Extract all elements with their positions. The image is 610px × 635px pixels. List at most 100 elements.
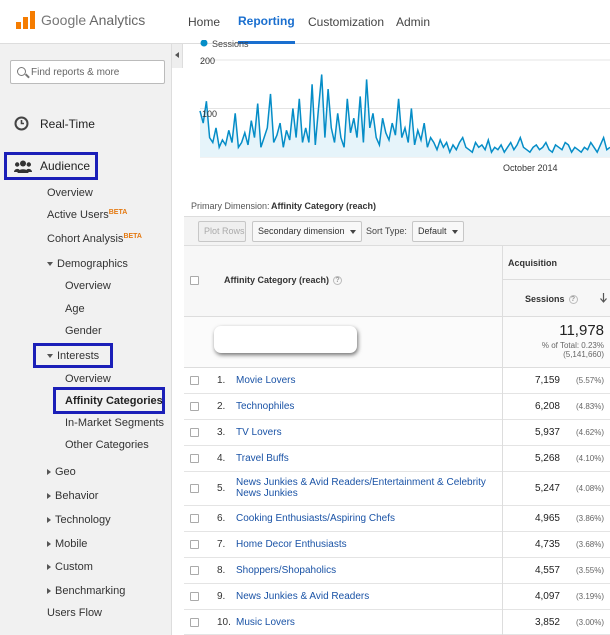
row-sessions-value: 7,159 bbox=[534, 375, 560, 386]
chevron-down-icon bbox=[452, 230, 458, 234]
google-analytics-logo[interactable]: Google Analytics bbox=[16, 8, 145, 32]
total-sessions-value: 11,978 bbox=[559, 322, 604, 339]
top-bar: Google Analytics Home Reporting Customiz… bbox=[0, 0, 610, 44]
select-all-checkbox[interactable] bbox=[190, 276, 199, 285]
users-icon bbox=[14, 160, 32, 173]
redacted-box bbox=[214, 326, 357, 353]
expand-down-icon bbox=[47, 262, 53, 267]
row-checkbox[interactable] bbox=[190, 402, 199, 411]
sidebar-item-interests-overview[interactable]: Overview bbox=[65, 373, 111, 385]
row-checkbox[interactable] bbox=[190, 454, 199, 463]
header-divider bbox=[502, 279, 610, 280]
expand-right-icon bbox=[47, 541, 51, 548]
sort-type-dropdown[interactable]: Default bbox=[412, 221, 464, 242]
row-sessions-percent: (4.10%) bbox=[575, 454, 604, 463]
column-divider bbox=[502, 420, 503, 446]
sidebar-item-cohort-analysis[interactable]: Cohort AnalysisBETA bbox=[47, 233, 142, 245]
nav-reporting[interactable]: Reporting bbox=[238, 0, 295, 44]
row-checkbox[interactable] bbox=[190, 376, 199, 385]
row-category-link[interactable]: TV Lovers bbox=[236, 427, 282, 438]
sidebar-item-users-flow[interactable]: Users Flow bbox=[47, 607, 103, 619]
primary-dimension-label: Primary Dimension: bbox=[191, 201, 270, 211]
sidebar-item-in-market-segments[interactable]: In-Market Segments bbox=[65, 417, 165, 429]
sidebar-item-realtime[interactable]: Real-Time bbox=[14, 116, 95, 131]
primary-dimension-value[interactable]: Affinity Category (reach) bbox=[271, 201, 377, 211]
column-divider bbox=[502, 584, 503, 610]
sessions-area bbox=[200, 74, 610, 157]
table-controls: Plot Rows Secondary dimension Sort Type:… bbox=[184, 216, 610, 246]
nav-customization[interactable]: Customization bbox=[308, 15, 385, 29]
collapse-sidebar-button[interactable] bbox=[172, 44, 183, 68]
expand-right-icon bbox=[47, 469, 51, 476]
table-row: 10. Music Lovers 3,852 (3.00%) bbox=[184, 610, 610, 635]
sort-descending-icon[interactable] bbox=[600, 293, 607, 303]
table-row: 4. Travel Buffs 5,268 (4.10%) bbox=[184, 446, 610, 472]
row-sessions-value: 5,937 bbox=[534, 427, 560, 438]
row-checkbox[interactable] bbox=[190, 592, 199, 601]
sidebar-item-benchmarking[interactable]: Benchmarking bbox=[47, 585, 125, 597]
sidebar-item-other-categories[interactable]: Other Categories bbox=[65, 439, 149, 451]
sidebar-item-affinity-categories[interactable]: Affinity Categories bbox=[65, 395, 163, 407]
plot-rows-button[interactable]: Plot Rows bbox=[198, 221, 246, 242]
sidebar-item-gender[interactable]: Gender bbox=[65, 325, 102, 337]
row-sessions-percent: (3.55%) bbox=[575, 566, 604, 575]
row-sessions-value: 5,247 bbox=[534, 483, 560, 494]
row-checkbox[interactable] bbox=[190, 566, 199, 575]
nav-home[interactable]: Home bbox=[188, 15, 221, 29]
sidebar-item-demographics[interactable]: Demographics bbox=[47, 258, 128, 270]
row-category-link[interactable]: Music Lovers bbox=[236, 616, 295, 628]
row-number: 3. bbox=[217, 427, 226, 438]
row-category-link[interactable]: Movie Lovers bbox=[236, 375, 296, 386]
sidebar-item-interests[interactable]: Interests bbox=[47, 350, 99, 362]
total-of: (5,141,660) bbox=[563, 350, 604, 359]
sidebar-item-technology[interactable]: Technology bbox=[47, 514, 111, 526]
row-category-link[interactable]: Home Decor Enthusiasts bbox=[236, 539, 347, 550]
nav-admin[interactable]: Admin bbox=[396, 15, 431, 29]
search-box[interactable] bbox=[10, 60, 165, 84]
column-header-dimension[interactable]: Affinity Category (reach)? bbox=[224, 275, 343, 286]
sidebar-item-mobile[interactable]: Mobile bbox=[47, 538, 87, 550]
row-sessions-value: 4,735 bbox=[534, 539, 560, 550]
table-row: 5. News Junkies & Avid Readers/Entertainm… bbox=[184, 472, 610, 506]
sidebar-item-age[interactable]: Age bbox=[65, 303, 85, 315]
sidebar-item-geo[interactable]: Geo bbox=[47, 466, 76, 478]
expand-down-icon bbox=[47, 354, 53, 359]
column-divider bbox=[502, 558, 503, 584]
table-row: 7. Home Decor Enthusiasts 4,735 (3.68%) bbox=[184, 532, 610, 558]
column-divider bbox=[502, 472, 503, 506]
row-number: 10. bbox=[217, 616, 231, 628]
row-checkbox[interactable] bbox=[190, 540, 199, 549]
sidebar-item-behavior[interactable]: Behavior bbox=[47, 490, 98, 502]
row-category-link[interactable]: Technophiles bbox=[236, 401, 295, 412]
row-sessions-value: 4,097 bbox=[534, 591, 560, 602]
help-icon[interactable]: ? bbox=[568, 295, 578, 305]
sidebar-item-audience[interactable]: Audience bbox=[14, 159, 90, 173]
clock-icon bbox=[14, 116, 29, 131]
search-input[interactable] bbox=[31, 64, 159, 80]
sort-type-label: Sort Type: bbox=[366, 226, 407, 236]
row-checkbox[interactable] bbox=[190, 484, 199, 493]
expand-right-icon bbox=[47, 564, 51, 571]
row-sessions-value: 4,557 bbox=[534, 565, 560, 576]
row-category-link[interactable]: News Junkies & Avid Readers/Entertainmen… bbox=[236, 477, 486, 499]
row-checkbox[interactable] bbox=[190, 428, 199, 437]
sidebar-item-overview[interactable]: Overview bbox=[47, 187, 93, 199]
row-category-link[interactable]: News Junkies & Avid Readers bbox=[236, 591, 370, 602]
affinity-highlight bbox=[53, 387, 165, 414]
sidebar-item-custom[interactable]: Custom bbox=[47, 561, 93, 573]
column-header-sessions[interactable]: Sessions? bbox=[525, 294, 578, 305]
row-number: 1. bbox=[217, 375, 226, 386]
row-category-link[interactable]: Cooking Enthusiasts/Aspiring Chefs bbox=[236, 513, 395, 524]
row-checkbox[interactable] bbox=[190, 617, 199, 627]
sidebar-item-active-users[interactable]: Active UsersBETA bbox=[47, 209, 128, 221]
expand-right-icon bbox=[47, 493, 51, 500]
row-category-link[interactable]: Travel Buffs bbox=[236, 453, 289, 464]
y-tick-label: 100 bbox=[202, 109, 217, 119]
row-category-link[interactable]: Shoppers/Shopaholics bbox=[236, 565, 337, 576]
help-icon[interactable]: ? bbox=[333, 276, 343, 286]
row-number: 5. bbox=[217, 483, 226, 494]
secondary-dimension-dropdown[interactable]: Secondary dimension bbox=[252, 221, 362, 242]
sidebar-item-demographics-overview[interactable]: Overview bbox=[65, 280, 111, 292]
row-checkbox[interactable] bbox=[190, 514, 199, 523]
brand-text: Google Analytics bbox=[41, 12, 146, 28]
